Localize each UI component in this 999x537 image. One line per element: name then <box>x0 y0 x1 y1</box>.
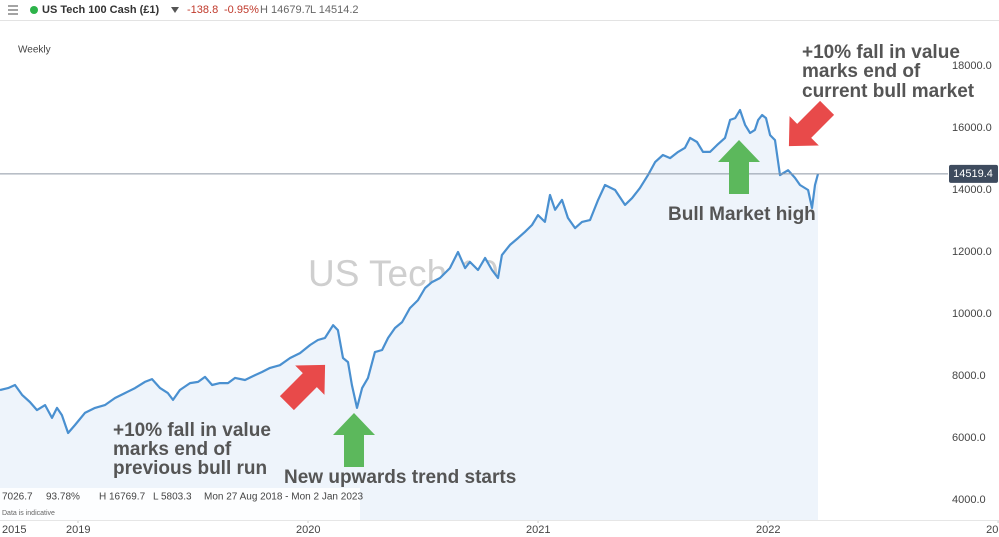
footer-low: L 5803.3 <box>153 492 192 503</box>
change: -138.8 <box>187 4 218 16</box>
annotation: +10% fall in value <box>802 42 960 63</box>
red-arrow <box>279 364 326 411</box>
annotation: +10% fall in value <box>113 420 271 441</box>
toolbar <box>0 0 999 20</box>
footer-pct: 93.78% <box>46 492 80 503</box>
symbol[interactable]: US Tech 100 Cash (£1) <box>42 4 160 16</box>
y-tick-label: 10000.0 <box>952 308 992 320</box>
y-tick-label: 6000.0 <box>952 432 986 444</box>
footer-range: Mon 27 Aug 2018 - Mon 2 Jan 2023 <box>204 492 363 503</box>
interval: Weekly <box>18 45 51 56</box>
annotation: Bull Market high <box>668 204 816 225</box>
annotation: current bull market <box>802 81 975 102</box>
x-tick-label: 2019 <box>66 524 90 536</box>
y-tick-label: 18000.0 <box>952 60 992 72</box>
annotation: marks end of <box>113 439 232 460</box>
annotation: previous bull run <box>113 458 267 479</box>
annotation: New upwards trend starts <box>284 467 516 488</box>
x-start-label: 2015 <box>2 524 26 536</box>
x-tick-label: 20 <box>986 524 998 536</box>
arrows <box>279 100 835 411</box>
high: H 14679.7 <box>260 4 311 16</box>
change-pct: -0.95% <box>224 4 259 16</box>
low: L 14514.2 <box>310 4 359 16</box>
line <box>0 108 820 435</box>
current-price-box <box>949 164 998 183</box>
red-arrow <box>788 100 835 147</box>
y-tick-label: 16000.0 <box>952 122 992 134</box>
footer-note: Data is indicative <box>2 510 55 517</box>
y-tick-label: 12000.0 <box>952 246 992 258</box>
footer-bg <box>0 488 360 520</box>
green-arrow <box>718 140 760 194</box>
y-tick-label: 4000.0 <box>952 494 986 506</box>
current-price-label: 14519.4 <box>953 168 993 180</box>
dropdown[interactable] <box>171 7 179 13</box>
x-tick-label: 2022 <box>756 524 780 536</box>
plot: 18000.0 16000.0 14000.0 12000.0 10000.0 8000.… <box>0 60 999 536</box>
area <box>0 110 818 520</box>
y-tick-label: 8000.0 <box>952 370 986 382</box>
annotation: marks end of <box>802 61 921 82</box>
status-dot <box>30 6 38 14</box>
green-arrow <box>333 413 375 467</box>
x-tick-label: 2021 <box>526 524 550 536</box>
x-tick-label: 2020 <box>296 524 320 536</box>
footer-high: H 16769.7 <box>99 492 146 503</box>
y-tick-label: 14000.0 <box>952 184 992 196</box>
menu-icon[interactable] <box>8 5 18 15</box>
footer-last: 7026.7 <box>2 492 33 503</box>
